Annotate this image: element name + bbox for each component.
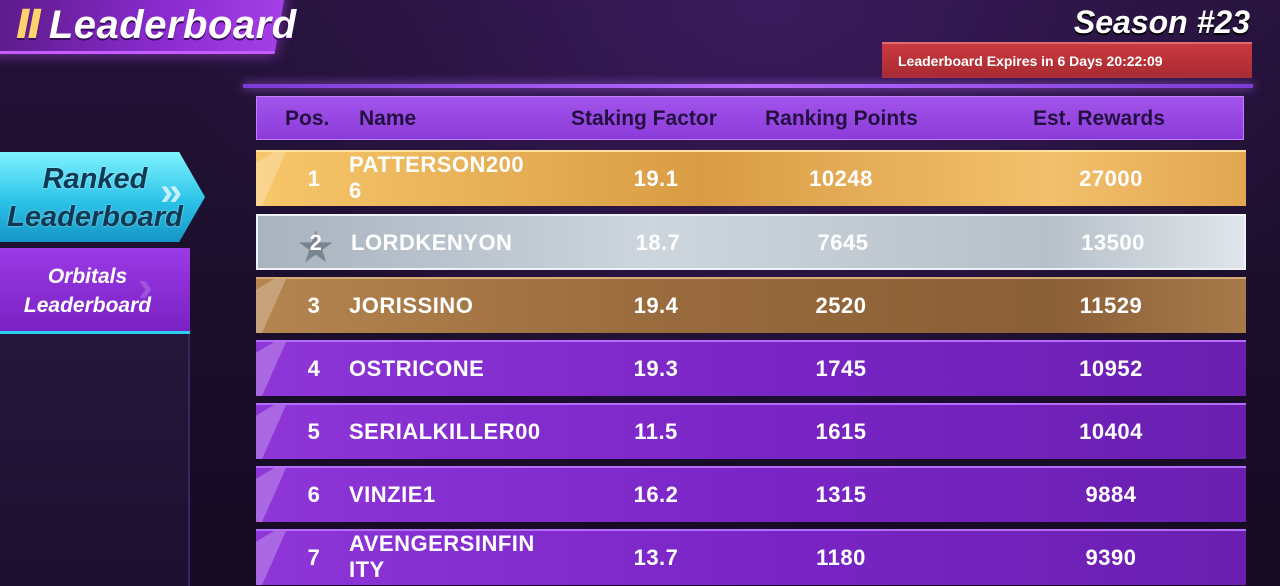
row-name-line2: ITY bbox=[349, 557, 385, 582]
row-staking-factor: 11.5 bbox=[634, 419, 678, 444]
row-notch bbox=[256, 152, 286, 206]
expires-text: Leaderboard Expires in 6 Days 20:22:09 bbox=[898, 53, 1163, 69]
tab-orbitals-leaderboard-label[interactable]: Orbitals Leaderboard bbox=[0, 262, 175, 320]
leaderboard-icon: Ⅱ bbox=[16, 3, 43, 47]
header-ranking-points: Ranking Points bbox=[765, 107, 918, 130]
season-title: Season #23 bbox=[1073, 4, 1250, 40]
header-staking-factor: Staking Factor bbox=[571, 107, 717, 130]
row-est-rewards: 9884 bbox=[1085, 482, 1137, 507]
row-pos: 7 bbox=[307, 545, 321, 570]
row-staking-factor: 16.2 bbox=[633, 482, 679, 507]
row-ranking-points: 1615 bbox=[815, 419, 867, 444]
table-row[interactable]: ★ 2 LORDKENYON 18.7 7645 13500 bbox=[256, 214, 1246, 272]
row-notch bbox=[256, 279, 286, 333]
chevron-right-icon: › bbox=[138, 262, 153, 311]
row-ranking-points: 2520 bbox=[815, 293, 867, 318]
table-row[interactable]: 7 AVENGERSINFIN ITY 13.7 1180 9390 bbox=[256, 529, 1246, 585]
row-ranking-points: 1315 bbox=[815, 482, 867, 507]
tab-ranked-line2: Leaderboard bbox=[7, 201, 183, 233]
tab-orbitals-leaderboard[interactable] bbox=[0, 248, 190, 334]
row-pos: 1 bbox=[307, 166, 321, 191]
row-est-rewards: 9390 bbox=[1085, 545, 1137, 570]
row-name: PATTERSON200 6 bbox=[349, 152, 549, 204]
row-name: SERIALKILLER00 bbox=[349, 419, 541, 444]
page-title: Ⅱ Leaderboard bbox=[16, 2, 297, 48]
tab-orbitals-line1: Orbitals bbox=[47, 265, 128, 288]
tab-orbitals-line2: Leaderboard bbox=[23, 294, 152, 317]
row-est-rewards: 13500 bbox=[1081, 230, 1145, 255]
table-row[interactable]: 6 VINZIE1 16.2 1315 9884 bbox=[256, 466, 1246, 522]
table-row[interactable]: 3 JORISSINO 19.4 2520 11529 bbox=[256, 277, 1246, 333]
row-est-rewards: 27000 bbox=[1079, 166, 1143, 191]
sidebar-panel bbox=[0, 334, 190, 586]
row-name: LORDKENYON bbox=[351, 230, 513, 255]
tab-ranked-leaderboard[interactable] bbox=[0, 152, 205, 242]
row-notch bbox=[256, 342, 286, 396]
row-notch bbox=[256, 405, 286, 459]
row-ranking-points: 7645 bbox=[817, 230, 869, 255]
row-staking-factor: 13.7 bbox=[633, 545, 679, 570]
row-staking-factor: 19.4 bbox=[633, 293, 679, 318]
row-name: AVENGERSINFIN ITY bbox=[349, 531, 549, 583]
row-name: VINZIE1 bbox=[349, 482, 436, 507]
row-pos: 3 bbox=[307, 293, 321, 318]
table-row[interactable]: 5 SERIALKILLER00 11.5 1615 10404 bbox=[256, 403, 1246, 459]
header-est-rewards: Est. Rewards bbox=[1033, 107, 1165, 130]
row-name: OSTRICONE bbox=[349, 356, 485, 381]
row-ranking-points: 10248 bbox=[809, 166, 873, 191]
row-pos: 5 bbox=[307, 419, 321, 444]
table-top-divider bbox=[243, 84, 1253, 88]
header-name: Name bbox=[359, 107, 417, 130]
row-ranking-points: 1745 bbox=[815, 356, 867, 381]
header-pos: Pos. bbox=[285, 107, 330, 130]
row-notch bbox=[256, 531, 286, 585]
row-est-rewards: 10952 bbox=[1079, 356, 1143, 381]
row-name-line1: AVENGERSINFIN bbox=[349, 531, 535, 556]
table-row[interactable]: 1 PATTERSON200 6 19.1 10248 27000 bbox=[256, 150, 1246, 206]
row-name-line1: PATTERSON200 bbox=[349, 152, 525, 177]
row-staking-factor: 19.3 bbox=[633, 356, 679, 381]
row-est-rewards: 10404 bbox=[1079, 419, 1143, 444]
row-staking-factor: 19.1 bbox=[633, 166, 679, 191]
tab-ranked-leaderboard-label[interactable]: Ranked Leaderboard bbox=[0, 160, 190, 236]
star-icon: ★ bbox=[296, 223, 336, 272]
row-staking-factor: 18.7 bbox=[635, 230, 681, 255]
row-name-line2: 6 bbox=[349, 178, 362, 203]
chevron-right-icon: » bbox=[160, 170, 183, 214]
row-ranking-points: 1180 bbox=[816, 545, 866, 570]
row-pos: 2 bbox=[309, 230, 323, 255]
row-est-rewards: 11529 bbox=[1079, 293, 1143, 318]
row-notch bbox=[256, 468, 286, 522]
row-pos: 4 bbox=[307, 356, 321, 381]
tab-ranked-line1: Ranked bbox=[42, 163, 148, 195]
row-pos: 6 bbox=[307, 482, 321, 507]
expires-banner: Leaderboard Expires in 6 Days 20:22:09 bbox=[882, 42, 1252, 78]
table-row[interactable]: 4 OSTRICONE 19.3 1745 10952 bbox=[256, 340, 1246, 396]
page-title-label: Leaderboard bbox=[48, 3, 297, 47]
table-header: Pos. Name Staking Factor Ranking Points … bbox=[256, 96, 1244, 140]
row-name: JORISSINO bbox=[349, 293, 474, 318]
